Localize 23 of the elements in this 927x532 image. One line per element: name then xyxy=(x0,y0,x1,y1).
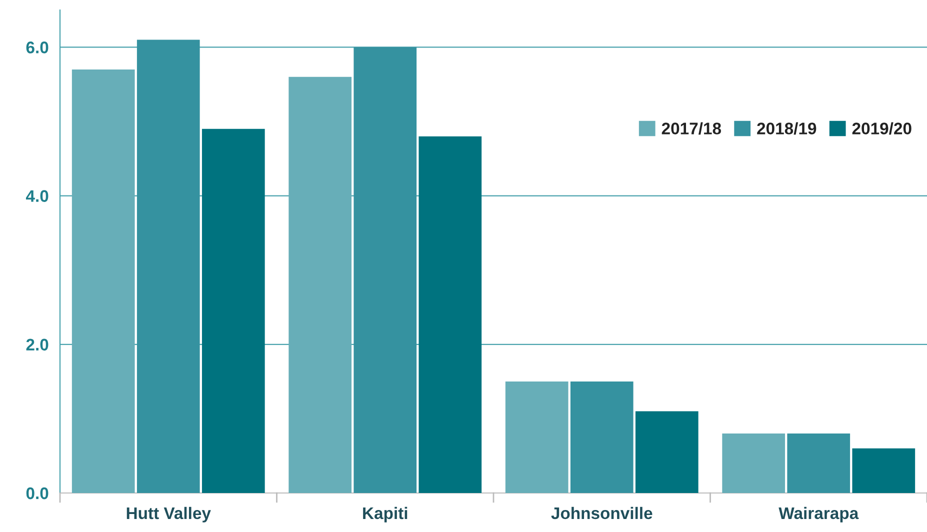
bar xyxy=(852,448,916,493)
legend-label: 2019/20 xyxy=(852,122,912,135)
y-tick-label: 2.0 xyxy=(26,338,48,351)
legend-label: 2017/18 xyxy=(662,122,722,135)
x-tick-label: Johnsonville xyxy=(551,506,652,520)
bar xyxy=(635,411,698,493)
x-tick-label: Wairarapa xyxy=(778,506,859,522)
y-tick-label: 6.0 xyxy=(26,42,48,54)
bar xyxy=(787,434,850,493)
x-tick-label: Kapiti xyxy=(363,506,408,522)
bar xyxy=(354,47,417,493)
bar xyxy=(722,434,786,493)
x-tick-label: Hutt Valley xyxy=(126,506,211,522)
bar xyxy=(136,40,200,493)
bar xyxy=(505,382,568,493)
bar xyxy=(202,128,265,493)
bar xyxy=(72,69,135,493)
bar xyxy=(288,76,352,493)
y-tick-label: 4.0 xyxy=(26,190,48,202)
y-tick-label: 0.0 xyxy=(26,487,48,500)
legend-label: 2018/19 xyxy=(757,122,816,135)
bar xyxy=(418,136,482,493)
bar xyxy=(570,382,634,493)
